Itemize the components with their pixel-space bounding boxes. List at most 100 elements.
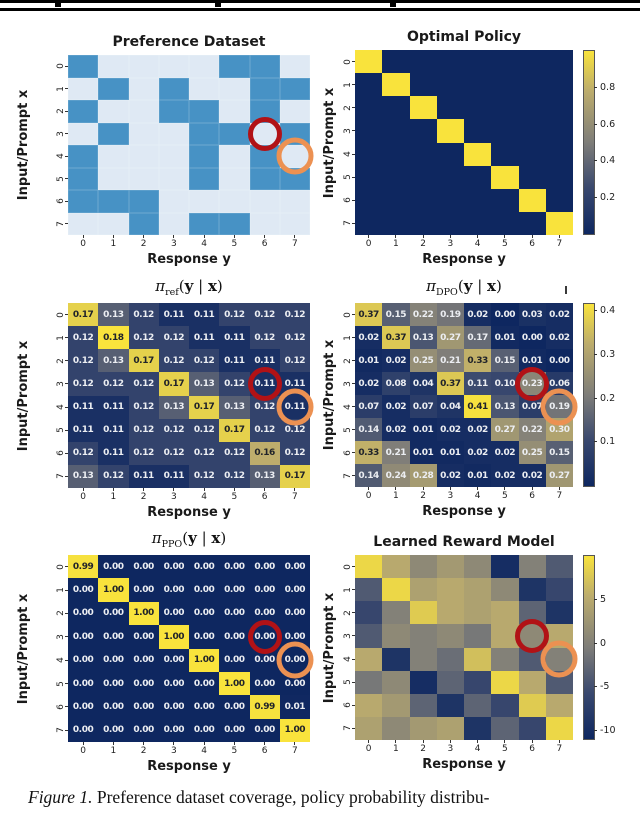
tick-mark [65, 65, 68, 67]
heatmap-cell: 0.00 [98, 555, 129, 579]
heatmap-cell: 0.08 [382, 372, 410, 395]
tick-mark [352, 314, 355, 315]
subplot-pi-ppo: πPPO(y | x) 0.99 0.00 0.00 0.00 0.00 0.00 0.00 0… [16, 529, 314, 774]
heatmap-cell [279, 55, 310, 78]
colorbar-tick-label: 0.4 [600, 304, 616, 316]
tick-mark [352, 337, 355, 338]
heatmap-cell: 0.11 [158, 303, 189, 327]
heatmap-cell: 0.12 [189, 441, 220, 465]
tick-mark [65, 110, 68, 112]
heatmap-cell: 0.12 [68, 349, 99, 373]
pi-symbol: π [155, 277, 166, 295]
heatmap-cell: 0.00 [518, 326, 546, 349]
heatmap-cell [436, 211, 464, 235]
tick-mark [65, 223, 68, 225]
heatmap-cell: 0.12 [158, 441, 189, 465]
y-tick-label: 7 [56, 727, 67, 734]
heatmap-cell [219, 77, 250, 100]
heatmap-cell: 0.00 [68, 578, 99, 602]
heatmap-cell: 0.00 [68, 671, 99, 696]
heatmap-cell: 0.11 [98, 395, 129, 419]
tick-mark [294, 742, 296, 745]
y-tick: 0 [339, 303, 355, 326]
heatmap-cell [355, 188, 383, 212]
heatmap-cell: 0.17 [128, 349, 159, 373]
tick-mark [173, 488, 175, 491]
heatmap-cell [491, 693, 519, 717]
y-tick: 7 [52, 719, 68, 742]
heatmap-cell: 0.02 [518, 464, 546, 487]
y-tick-label: 6 [56, 450, 67, 457]
heatmap-cell: 0.12 [279, 326, 310, 350]
tick-mark [233, 742, 235, 745]
heatmap-cell: 0.13 [491, 395, 519, 418]
heatmap-cell: 0.00 [128, 578, 159, 602]
heatmap-cell [158, 100, 189, 123]
heatmap-cell: 0.12 [249, 326, 280, 350]
y-tick: 2 [52, 100, 68, 123]
heatmap-cell: 0.00 [219, 695, 250, 719]
heatmap-cell: 0.00 [128, 695, 159, 719]
tick-mark [65, 452, 68, 454]
colorbar-tick-label: 0 [600, 637, 607, 649]
heatmap-cell [491, 716, 519, 740]
y-tick: 3 [339, 119, 355, 142]
tick-mark [594, 599, 597, 601]
heatmap-cell: 0.11 [189, 303, 220, 327]
heatmap-cell [464, 119, 492, 143]
tick-mark [65, 706, 68, 708]
annotation-circle-red [247, 619, 282, 654]
heatmap-cell [518, 142, 546, 166]
heatmap-cell [189, 212, 220, 235]
y-tick-label: 6 [56, 198, 67, 205]
tick-mark [352, 681, 355, 683]
heatmap-cell [409, 188, 437, 212]
x-tick-label: 1 [393, 491, 399, 501]
x-tick-label: 6 [529, 239, 535, 249]
heatmap-cell [128, 77, 159, 100]
y-tick: 0 [52, 555, 68, 578]
pi-symbol: π [426, 277, 437, 295]
tick-mark [504, 235, 506, 238]
colorbar-tick-label: 0.1 [600, 436, 616, 448]
x-tick: 2 [129, 488, 159, 504]
heatmap-cell: 0.12 [128, 418, 159, 442]
heatmap-cell: 0.11 [219, 326, 250, 350]
annotation-circle-red [515, 366, 550, 401]
y-tick: 0 [339, 50, 355, 73]
tick-mark [203, 488, 205, 491]
heatmap-cell [128, 190, 159, 213]
tick-mark [352, 153, 355, 155]
x-tick-label: 5 [231, 492, 238, 502]
heatmap-cell [355, 50, 383, 74]
heatmap-cell: 0.00 [68, 625, 99, 649]
x-tick: 7 [280, 488, 310, 504]
heatmap-cell [409, 142, 437, 166]
heatmap-cell [464, 188, 492, 212]
x-tick-label: 5 [231, 239, 238, 249]
tick-mark [82, 235, 84, 238]
tick-mark [173, 235, 175, 238]
heatmap-cell: 0.25 [409, 349, 437, 372]
heatmap-cell [219, 122, 250, 145]
colorbar-tick-label: 0.3 [600, 348, 616, 360]
heatmap-cell: 0.12 [189, 464, 220, 488]
heatmap-cell: 0.00 [68, 648, 99, 672]
y-axis-label: Input/Prompt x [322, 87, 337, 198]
heatmap-cell: 0.00 [219, 625, 250, 649]
y-tick-label: 7 [56, 220, 67, 227]
heatmap-cell: 0.12 [98, 372, 129, 396]
heatmap-cell [68, 145, 99, 168]
heatmap-grid: 0.37 0.15 0.22 0.19 0.02 0.00 0.03 0.02 0.02 0.37… [355, 303, 573, 487]
tick-mark [65, 729, 68, 731]
x-tick: 1 [382, 235, 409, 251]
heatmap-cell: 0.00 [98, 695, 129, 719]
annotation-circle-red [247, 116, 282, 151]
heatmap-cell: 0.00 [158, 555, 189, 579]
y-tick: 1 [339, 578, 355, 601]
y-tick: 5 [52, 419, 68, 442]
heatmap-cell: 0.00 [249, 555, 280, 579]
heatmap-cell [189, 100, 220, 123]
heatmap-cell: 0.11 [68, 418, 99, 442]
heatmap-cell: 0.00 [158, 601, 189, 626]
